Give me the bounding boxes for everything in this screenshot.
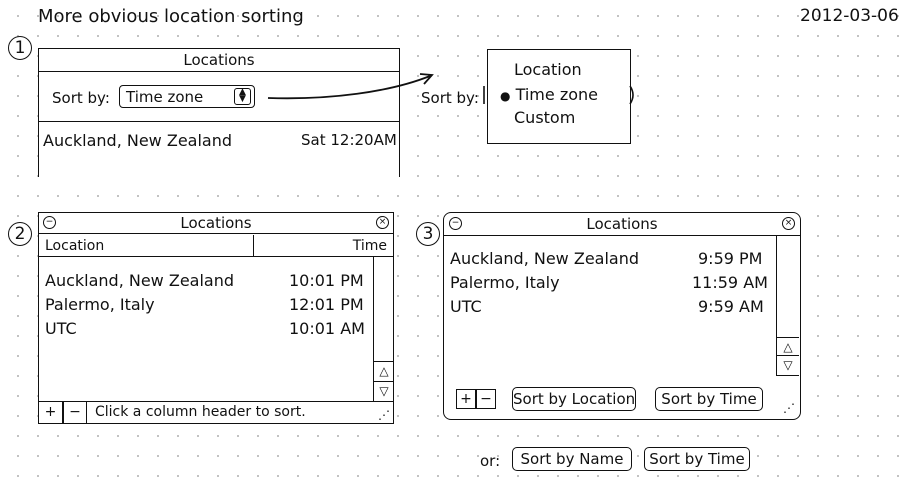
column-label: Location bbox=[45, 238, 105, 254]
sort-by-time-button[interactable]: Sort by Time bbox=[655, 387, 763, 411]
list-item-time: 11:59 AM bbox=[692, 273, 768, 292]
option-label: Time zone bbox=[515, 85, 598, 104]
sketch2-window: − Locations × Location Time Auckland, Ne… bbox=[38, 212, 394, 424]
window-title: Locations bbox=[586, 215, 658, 233]
selected-bullet-icon: ● bbox=[500, 89, 511, 103]
sketch1-titlebar: Locations bbox=[39, 49, 399, 72]
minimize-icon[interactable]: − bbox=[449, 217, 462, 230]
add-button[interactable]: + bbox=[39, 402, 63, 424]
sort-by-name-button[interactable]: Sort by Name bbox=[512, 447, 632, 471]
dropdown-value: Time zone bbox=[126, 88, 204, 106]
table-row-time: 12:01 PM bbox=[289, 295, 364, 314]
page-date: 2012-03-06 bbox=[800, 6, 899, 26]
popup-menu: Location ● Time zone Custom bbox=[487, 49, 631, 144]
sketch1-row-time: Sat 12:20AM bbox=[301, 131, 397, 149]
sort-by-time-alt-button[interactable]: Sort by Time bbox=[644, 447, 750, 471]
column-header-time[interactable]: Time bbox=[254, 235, 393, 257]
sort-by-location-button[interactable]: Sort by Location bbox=[512, 387, 636, 411]
window-title: Locations bbox=[180, 214, 252, 232]
table-row-location: Palermo, Italy bbox=[45, 295, 155, 314]
sketch3-window: − Locations × Auckland, New Zealand 9:59… bbox=[443, 212, 801, 420]
add-button[interactable]: + bbox=[456, 389, 476, 409]
sketch1-row-location: Auckland, New Zealand bbox=[43, 131, 233, 150]
popup-option-custom[interactable]: Custom bbox=[514, 108, 575, 127]
scroll-down-icon[interactable]: ▽ bbox=[777, 355, 799, 375]
scrollbar[interactable]: △ ▽ bbox=[373, 257, 394, 401]
dropdown-stepper-icon: ▲ ▼ bbox=[234, 88, 251, 105]
sketch-number-3: 3 bbox=[416, 222, 440, 246]
minimize-icon[interactable]: − bbox=[43, 216, 56, 229]
sketch1-sort-label: Sort by: bbox=[52, 89, 110, 107]
sketch3-titlebar: − Locations × bbox=[444, 213, 800, 236]
sketch-number-1: 1 bbox=[8, 36, 32, 60]
list-item-location: UTC bbox=[450, 297, 482, 316]
resize-grip-icon[interactable]: ⋰ bbox=[783, 401, 795, 415]
list-item-location: Auckland, New Zealand bbox=[450, 249, 640, 268]
sketch1-sort-dropdown[interactable]: Time zone ▲ ▼ bbox=[119, 85, 255, 108]
table-row-location: UTC bbox=[45, 319, 77, 338]
table-row-time: 10:01 PM bbox=[289, 271, 364, 290]
close-icon[interactable]: × bbox=[376, 216, 389, 229]
popup-option-time-zone[interactable]: ● Time zone bbox=[500, 85, 598, 104]
page-title: More obvious location sorting bbox=[38, 6, 304, 27]
sketch-number-2: 2 bbox=[8, 222, 32, 246]
scrollbar[interactable]: △ ▽ bbox=[776, 235, 799, 376]
remove-button[interactable]: − bbox=[476, 389, 496, 409]
sketch2-titlebar: − Locations × bbox=[39, 213, 393, 234]
scroll-up-icon[interactable]: △ bbox=[374, 361, 394, 381]
resize-grip-icon[interactable]: ⋰ bbox=[378, 408, 390, 422]
column-header-location[interactable]: Location bbox=[39, 235, 254, 257]
sketch2-bottom-bar: + − Click a column header to sort. ⋰ bbox=[39, 401, 393, 424]
sketch1-divider bbox=[39, 121, 399, 122]
scroll-up-icon[interactable]: △ bbox=[777, 337, 799, 357]
or-label: or: bbox=[480, 452, 501, 470]
list-item-location: Palermo, Italy bbox=[450, 273, 560, 292]
window-title: Locations bbox=[183, 51, 255, 69]
list-item-time: 9:59 PM bbox=[698, 249, 763, 268]
remove-button[interactable]: − bbox=[63, 402, 87, 424]
status-text: Click a column header to sort. bbox=[95, 404, 306, 420]
sketch1-window: Locations Sort by: Time zone ▲ ▼ Auckland… bbox=[38, 48, 400, 177]
option-label: Location bbox=[514, 60, 582, 79]
close-icon[interactable]: × bbox=[782, 217, 795, 230]
column-label: Time bbox=[352, 238, 387, 254]
popup-sort-label: Sort by: bbox=[421, 89, 479, 107]
table-row-location: Auckland, New Zealand bbox=[45, 271, 235, 290]
scroll-down-icon[interactable]: ▽ bbox=[374, 381, 394, 401]
table-row-time: 10:01 AM bbox=[289, 319, 365, 338]
popup-option-location[interactable]: Location bbox=[514, 60, 582, 79]
list-item-time: 9:59 AM bbox=[698, 297, 764, 316]
option-label: Custom bbox=[514, 108, 576, 127]
